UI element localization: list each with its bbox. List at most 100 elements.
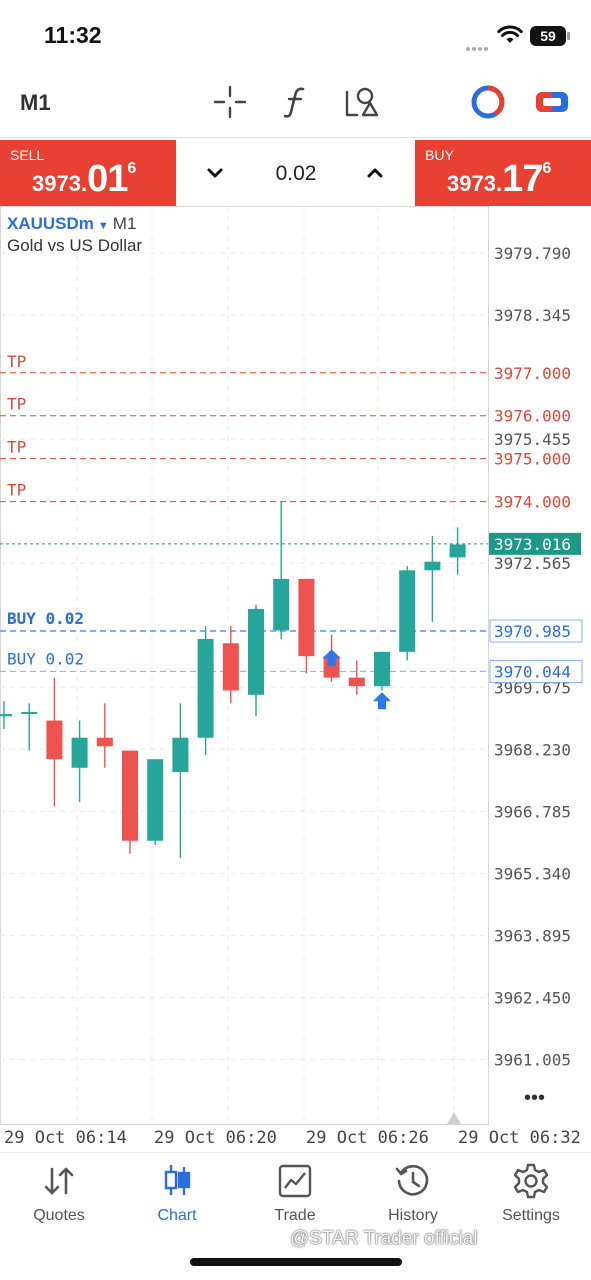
bullish-candle [0,714,12,717]
y-tick-label: 3966.785 [494,802,571,821]
bullish-candle [273,578,290,631]
take-profit-price-bg [490,361,582,384]
symbol-dropdown-caret-icon[interactable]: ▼ [97,220,109,232]
price-chart[interactable]: 3979.790 3978.345 3975.455 3972.565 3969.675… [0,206,591,1151]
bullish-candle [21,711,38,714]
bearish-candle [348,677,365,687]
take-profit-price: 3974.000 [494,493,571,512]
nav-quotes[interactable]: Quotes [0,1161,118,1225]
cellular-signal-icon [466,38,492,51]
nav-history[interactable]: History [354,1161,472,1225]
x-tick-label: 29 Oct 06:26 [306,1128,429,1148]
y-tick-label: 3972.565 [494,554,571,573]
buy-arrow-icon [373,692,391,710]
take-profit-price: 3975.000 [494,450,571,469]
nav-trade[interactable]: Trade [236,1161,354,1225]
bullish-candle [172,737,189,773]
bullish-candle [399,570,416,652]
y-tick-label: 3962.450 [494,988,571,1007]
bullish-candle [374,651,390,687]
nav-settings[interactable]: Settings [472,1161,590,1225]
sell-label: SELL [10,147,45,163]
sell-button[interactable]: SELL 3973.016 [0,140,176,206]
take-profit-label: TP [7,352,26,371]
buy-position-label: BUY 0.02 [7,609,84,628]
account-icon[interactable] [470,84,506,120]
bullish-candle [248,608,264,695]
wifi-icon [497,25,523,43]
bearish-candle [46,720,63,760]
buy-position-label: BUY 0.02 [7,649,84,668]
candlestick-icon [164,1165,191,1195]
home-indicator [190,1258,402,1266]
y-tick-label: 3963.895 [494,926,571,945]
nav-chart-label: Chart [157,1207,197,1224]
nav-settings-label: Settings [502,1207,560,1224]
current-price-box [489,532,581,555]
sell-price: 3973.016 [32,158,137,200]
buy-button[interactable]: BUY 3973.176 [415,140,591,206]
lot-size-value[interactable]: 0.02 [275,162,317,185]
chart-symbol-header: XAUUSDm ▼ M1 [7,214,136,234]
y-tick-label: 3968.230 [494,740,571,759]
bearish-candle [298,578,315,657]
lot-increase-chevron-icon[interactable] [360,158,390,188]
bullish-candle [147,759,164,841]
status-bar: 11:32 59 [0,0,591,70]
chart-symbol[interactable]: XAUUSDm [7,214,94,233]
take-profit-label: TP [7,395,26,414]
bearish-candle [222,643,239,691]
buy-arrow-icon [322,649,341,667]
candlestick-chart[interactable]: 3979.790 3978.345 3975.455 3972.565 3969.675… [0,206,591,1151]
bullish-candle [197,638,214,738]
more-options-icon[interactable]: ••• [524,1087,545,1109]
one-click-trade-bar: SELL 3973.016 0.02 BUY 3973.176 [0,140,591,206]
take-profit-price-bg [490,490,582,513]
take-profit-price-bg [490,447,582,470]
take-profit-label: TP [7,438,26,457]
y-tick-label: 3979.790 [494,244,571,263]
y-tick-label: 3975.455 [494,430,571,449]
buy-label: BUY [425,147,454,163]
chart-timeframe: M1 [112,214,137,233]
lot-decrease-chevron-icon[interactable] [200,158,230,188]
take-profit-label: TP [7,481,26,500]
bullish-candle [449,544,466,558]
y-tick-label: 3969.675 [494,678,571,697]
take-profit-price: 3976.000 [494,407,571,426]
current-price-label: 3973.016 [494,535,571,554]
buy-price: 3973.176 [447,158,552,200]
buy-position-price-box [489,619,583,643]
bullish-candle [424,561,441,571]
x-tick-label: 29 Oct 06:20 [154,1128,277,1148]
chart-symbol-description: Gold vs US Dollar [7,236,143,255]
watermark-text: @STAR Trader official [290,1228,478,1249]
bearish-candle [96,737,113,747]
function-icon[interactable] [278,84,314,120]
trade-chart-icon [278,1164,312,1198]
lot-size-control: 0.02 [176,140,415,206]
buy-position-price-box [489,659,583,683]
nav-chart[interactable]: Chart [118,1161,236,1225]
y-tick-label: 3961.005 [494,1051,571,1070]
battery-indicator: 59 [530,26,570,46]
y-tick-label: 3978.345 [494,306,571,325]
x-tick-label: 29 Oct 06:32 [458,1128,581,1148]
status-time: 11:32 [44,22,102,48]
plot-frame [0,206,489,1125]
y-tick-label: 3965.340 [494,864,571,883]
buy-position-price: 3970.044 [494,662,571,681]
take-profit-price-bg [490,404,582,427]
objects-icon[interactable] [343,84,379,120]
toggle-icon[interactable] [534,84,570,120]
crosshair-icon[interactable] [212,84,248,120]
buy-position-price: 3970.985 [494,622,571,641]
bullish-candle [71,737,88,768]
quotes-arrows-icon [44,1167,74,1195]
timeframe-selector[interactable]: M1 [20,90,51,115]
bearish-candle [122,750,138,841]
history-clock-icon [395,1164,429,1196]
nav-quotes-label: Quotes [33,1207,85,1224]
x-tick-label: 29 Oct 06:14 [4,1128,127,1148]
chart-toolbar: M1 [0,70,591,138]
